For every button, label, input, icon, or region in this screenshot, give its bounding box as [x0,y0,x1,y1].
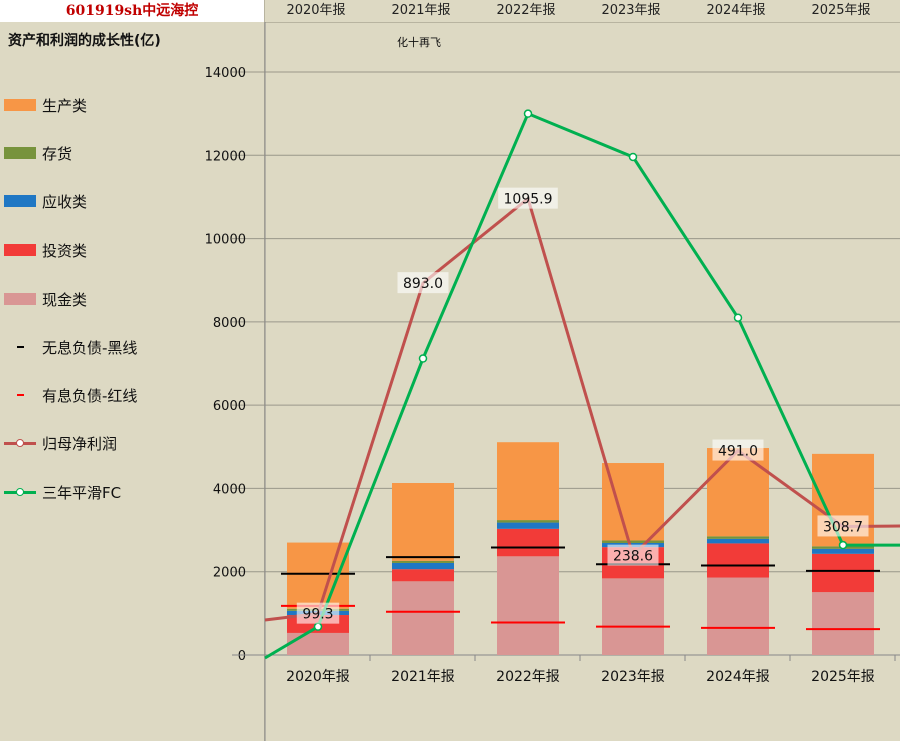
bar-生产类-2 [497,442,559,521]
legend-item-8: 三年平滑FC [4,481,121,503]
header-year-1: 2021年报 [391,3,451,18]
x-category-label-4: 2024年报 [706,669,770,685]
net-profit-label-bg-0 [296,602,340,624]
net-profit-label-4: 491.0 [718,444,758,460]
header-year-0: 2020年报 [286,3,346,18]
x-category-label-1: 2021年报 [391,669,455,685]
legend-swatch-4 [4,293,36,305]
bar-现金类-4 [707,577,769,655]
x-category-label-5: 2025年报 [811,669,875,685]
bar-应收类-1 [392,562,454,570]
legend-item-2: 应收类 [4,190,87,212]
header-year-3: 2023年报 [601,3,661,18]
net-profit-label-bg-3 [607,544,659,566]
bar-现金类-1 [392,581,454,655]
legend-label-8: 三年平滑FC [42,483,122,502]
header-year-4: 2024年报 [706,3,766,18]
x-category-label-0: 2020年报 [286,669,350,685]
legend-label-2: 应收类 [42,192,88,211]
legend-item-0: 生产类 [4,94,87,116]
smoothed-fc-point-0 [313,622,323,631]
y-tick-label-14000: 14000 [205,66,246,81]
net-profit-label-2: 1095.9 [504,192,553,208]
bar-应收类-4 [707,538,769,544]
bar-现金类-2 [497,556,559,655]
net-profit-label-bg-4 [712,439,764,461]
net-profit-label-3: 238.6 [613,549,653,565]
bar-投资类-1 [392,569,454,582]
y-tick-label-0: 0 [238,649,246,664]
bar-存货-2 [497,520,559,523]
legend-item-5: 无息负债-黑线 [4,336,137,358]
smoothed-fc-point-3 [628,152,638,162]
chart-note: 化十再飞 [397,36,441,49]
legend-swatch-1 [4,147,36,159]
x-category-label-2: 2022年报 [496,669,560,685]
bar-生产类-4 [707,448,769,537]
net-profit-label-bg-2 [498,187,558,209]
net-profit-label-0: 99.3 [302,607,333,623]
y-tick-label-10000: 10000 [205,233,246,248]
legend-item-7: 归母净利润 [4,432,117,454]
bar-生产类-3 [602,463,664,541]
legend-swatch-7 [4,437,36,449]
bar-投资类-4 [707,543,769,578]
bar-现金类-0 [287,632,349,655]
y-tick-label-2000: 2000 [213,566,246,581]
y-tick-label-6000: 6000 [213,399,246,414]
legend-label-5: 无息负债-黑线 [42,338,138,357]
chart-subtitle: 资产和利润的成长性(亿) [8,33,161,49]
net-profit-label-1: 893.0 [403,276,443,292]
bar-应收类-5 [812,548,874,554]
legend-label-6: 有息负债-红线 [42,386,138,405]
smoothed-fc-point-1 [418,354,428,363]
legend-label-0: 生产类 [42,96,88,115]
ticker-title: 601919sh中远海控 [0,0,264,22]
bar-存货-4 [707,536,769,539]
bar-生产类-0 [287,542,349,609]
y-tick-label-8000: 8000 [213,316,246,331]
legend-item-6: 有息负债-红线 [4,384,137,406]
legend-label-1: 存货 [42,144,73,163]
header-year-2: 2022年报 [496,3,556,18]
legend-item-1: 存货 [4,142,72,164]
smoothed-fc-line [264,111,900,660]
bar-投资类-2 [497,528,559,557]
legend-item-3: 投资类 [4,239,87,261]
year-header-row: 2020年报 2021年报 2022年报 2023年报 2024年报 2025年报 [264,0,900,23]
y-tick-label-12000: 12000 [205,149,246,164]
net-profit-label-5: 308.7 [823,519,863,535]
legend-label-7: 归母净利润 [42,434,118,453]
net-profit-label-bg-5 [817,515,869,537]
bar-投资类-5 [812,553,874,593]
smoothed-fc-point-4 [733,313,743,322]
net-profit-line [264,196,900,622]
header-year-5: 2025年报 [811,3,871,18]
legend-swatch-2 [4,195,36,207]
bar-应收类-2 [497,522,559,529]
legend-label-3: 投资类 [42,241,88,260]
legend-swatch-5 [4,341,36,353]
legend-swatch-8 [4,486,36,498]
bar-现金类-3 [602,578,664,655]
net-profit-label-bg-1 [397,272,449,294]
legend-swatch-3 [4,244,36,256]
smoothed-fc-point-5 [838,540,848,550]
bar-存货-3 [602,540,664,543]
smoothed-fc-point-2 [523,109,533,118]
bar-存货-1 [392,560,454,563]
legend-label-4: 现金类 [42,290,88,309]
bar-生产类-1 [392,483,454,561]
legend-item-4: 现金类 [4,288,87,310]
legend-swatch-6 [4,389,36,401]
x-category-label-3: 2023年报 [601,669,665,685]
legend-swatch-0 [4,99,36,111]
y-tick-label-4000: 4000 [213,482,246,497]
bar-现金类-5 [812,592,874,655]
